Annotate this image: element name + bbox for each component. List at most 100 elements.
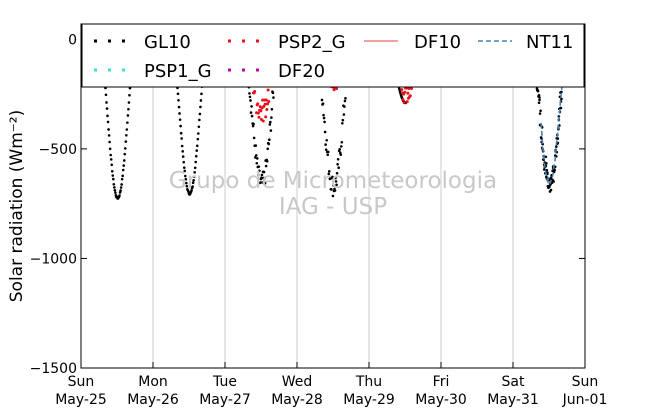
gl10-point — [195, 144, 199, 148]
gl10-point — [344, 97, 347, 100]
gl10-point — [335, 171, 339, 175]
x-tick-date: May-28 — [271, 392, 323, 408]
psp2g-point — [263, 102, 267, 106]
gl10-point — [333, 189, 337, 192]
psp2g-point — [400, 88, 404, 92]
legend-marker — [122, 39, 125, 43]
legend-box — [81, 23, 585, 88]
gl10-point — [546, 171, 549, 174]
gl10-point — [194, 154, 198, 158]
gl10-point — [252, 136, 256, 140]
psp2g-point — [266, 102, 270, 106]
gl10-point — [332, 183, 335, 187]
legend: GL10 PSP1_G PSP2_G DF20 DF10 NT11 — [81, 23, 585, 88]
y-tick-label: 0 — [68, 32, 77, 48]
y-tick-label: −1000 — [30, 251, 77, 267]
legend-entry-df20: DF20 — [228, 61, 325, 82]
gl10-point — [123, 152, 127, 156]
gl10-point — [112, 182, 116, 186]
gl10-point — [122, 164, 126, 167]
gl10-point — [119, 189, 122, 192]
psp2g-point — [265, 108, 269, 112]
gl10-point — [339, 153, 343, 156]
legend-marker — [256, 39, 259, 43]
psp2g-point — [267, 100, 271, 104]
gl10-point — [538, 98, 541, 102]
gl10-point — [120, 177, 124, 181]
gl10-point — [177, 98, 180, 102]
gl10-point — [259, 181, 262, 184]
gl10-point — [537, 101, 541, 105]
gl10-point — [109, 153, 112, 157]
gl10-point — [549, 188, 553, 192]
watermark-line-1: Grupo de Micrometeorologia — [169, 168, 497, 194]
gl10-point — [108, 140, 111, 144]
y-ticks: 0 −500 −1000 −1500 — [30, 32, 585, 377]
gl10-point — [337, 166, 340, 170]
gl10-point — [254, 144, 258, 147]
psp2g-point — [261, 119, 265, 123]
gl10-point — [126, 114, 130, 117]
legend-marker — [94, 68, 97, 72]
gl10-point — [336, 157, 340, 161]
gl10-point — [111, 174, 115, 177]
gl10-point — [104, 93, 108, 97]
gl10-point — [331, 175, 334, 179]
gl10-point — [176, 92, 180, 96]
psp2g-point — [257, 115, 261, 119]
gl10-point — [269, 129, 273, 132]
psp2g-point — [256, 102, 260, 106]
gl10-point — [268, 123, 272, 126]
gl10-point — [127, 101, 131, 104]
legend-label: PSP2_G — [278, 32, 346, 53]
gl10-point — [548, 185, 551, 189]
legend-marker — [228, 68, 231, 72]
gl10-point — [556, 137, 560, 140]
x-tick-date: May-31 — [487, 392, 539, 408]
gl10-point — [322, 113, 325, 117]
gl10-point — [263, 176, 266, 180]
legend-marker — [108, 39, 111, 43]
psp2g-point — [403, 90, 407, 94]
watermark: Grupo de Micrometeorologia IAG - USP — [169, 168, 497, 220]
gl10-point — [334, 180, 338, 183]
psp2g-point — [407, 87, 411, 91]
gl10-point — [183, 169, 187, 173]
gl10-point — [255, 157, 259, 160]
psp2g-point — [405, 100, 409, 104]
gl10-point — [118, 194, 121, 197]
gl10-point — [178, 112, 181, 115]
gl10-point — [194, 160, 198, 164]
gl10-point — [113, 188, 117, 192]
y-axis-label: Solar radiation (Wm⁻²) — [7, 110, 27, 302]
gl10-point — [187, 190, 190, 193]
psp2g-point — [410, 86, 414, 90]
gl10-point — [250, 114, 254, 118]
gl10-point — [341, 118, 345, 122]
gl10-point — [341, 121, 344, 125]
gl10-point — [184, 177, 188, 181]
gl10-point — [320, 98, 324, 102]
x-tick-date: May-26 — [127, 392, 179, 408]
gl10-point — [120, 183, 123, 186]
gl10-point — [192, 175, 196, 178]
gl10-point — [335, 183, 338, 187]
gl10-point — [200, 92, 203, 96]
gl10-point — [183, 174, 187, 178]
gl10-point — [560, 90, 563, 94]
gl10-point — [343, 99, 347, 103]
nt11-line-day-0 — [540, 84, 563, 184]
gl10-point — [271, 91, 275, 95]
gl10-point — [262, 170, 266, 174]
legend-entry-gl10: GL10 — [94, 32, 191, 53]
gl10-point — [191, 181, 195, 184]
psp2g-point — [266, 88, 270, 92]
gl10-point — [261, 181, 264, 184]
x-ticks: Sun May-25 Mon May-26 Tue May-27 Wed May-28 Thu M… — [55, 362, 607, 408]
gl10-point — [190, 189, 193, 192]
gl10-point — [182, 160, 186, 164]
legend-marker — [256, 68, 259, 72]
gl10-point — [106, 120, 110, 124]
legend-label: DF20 — [278, 61, 325, 82]
gl10-point — [128, 93, 131, 97]
